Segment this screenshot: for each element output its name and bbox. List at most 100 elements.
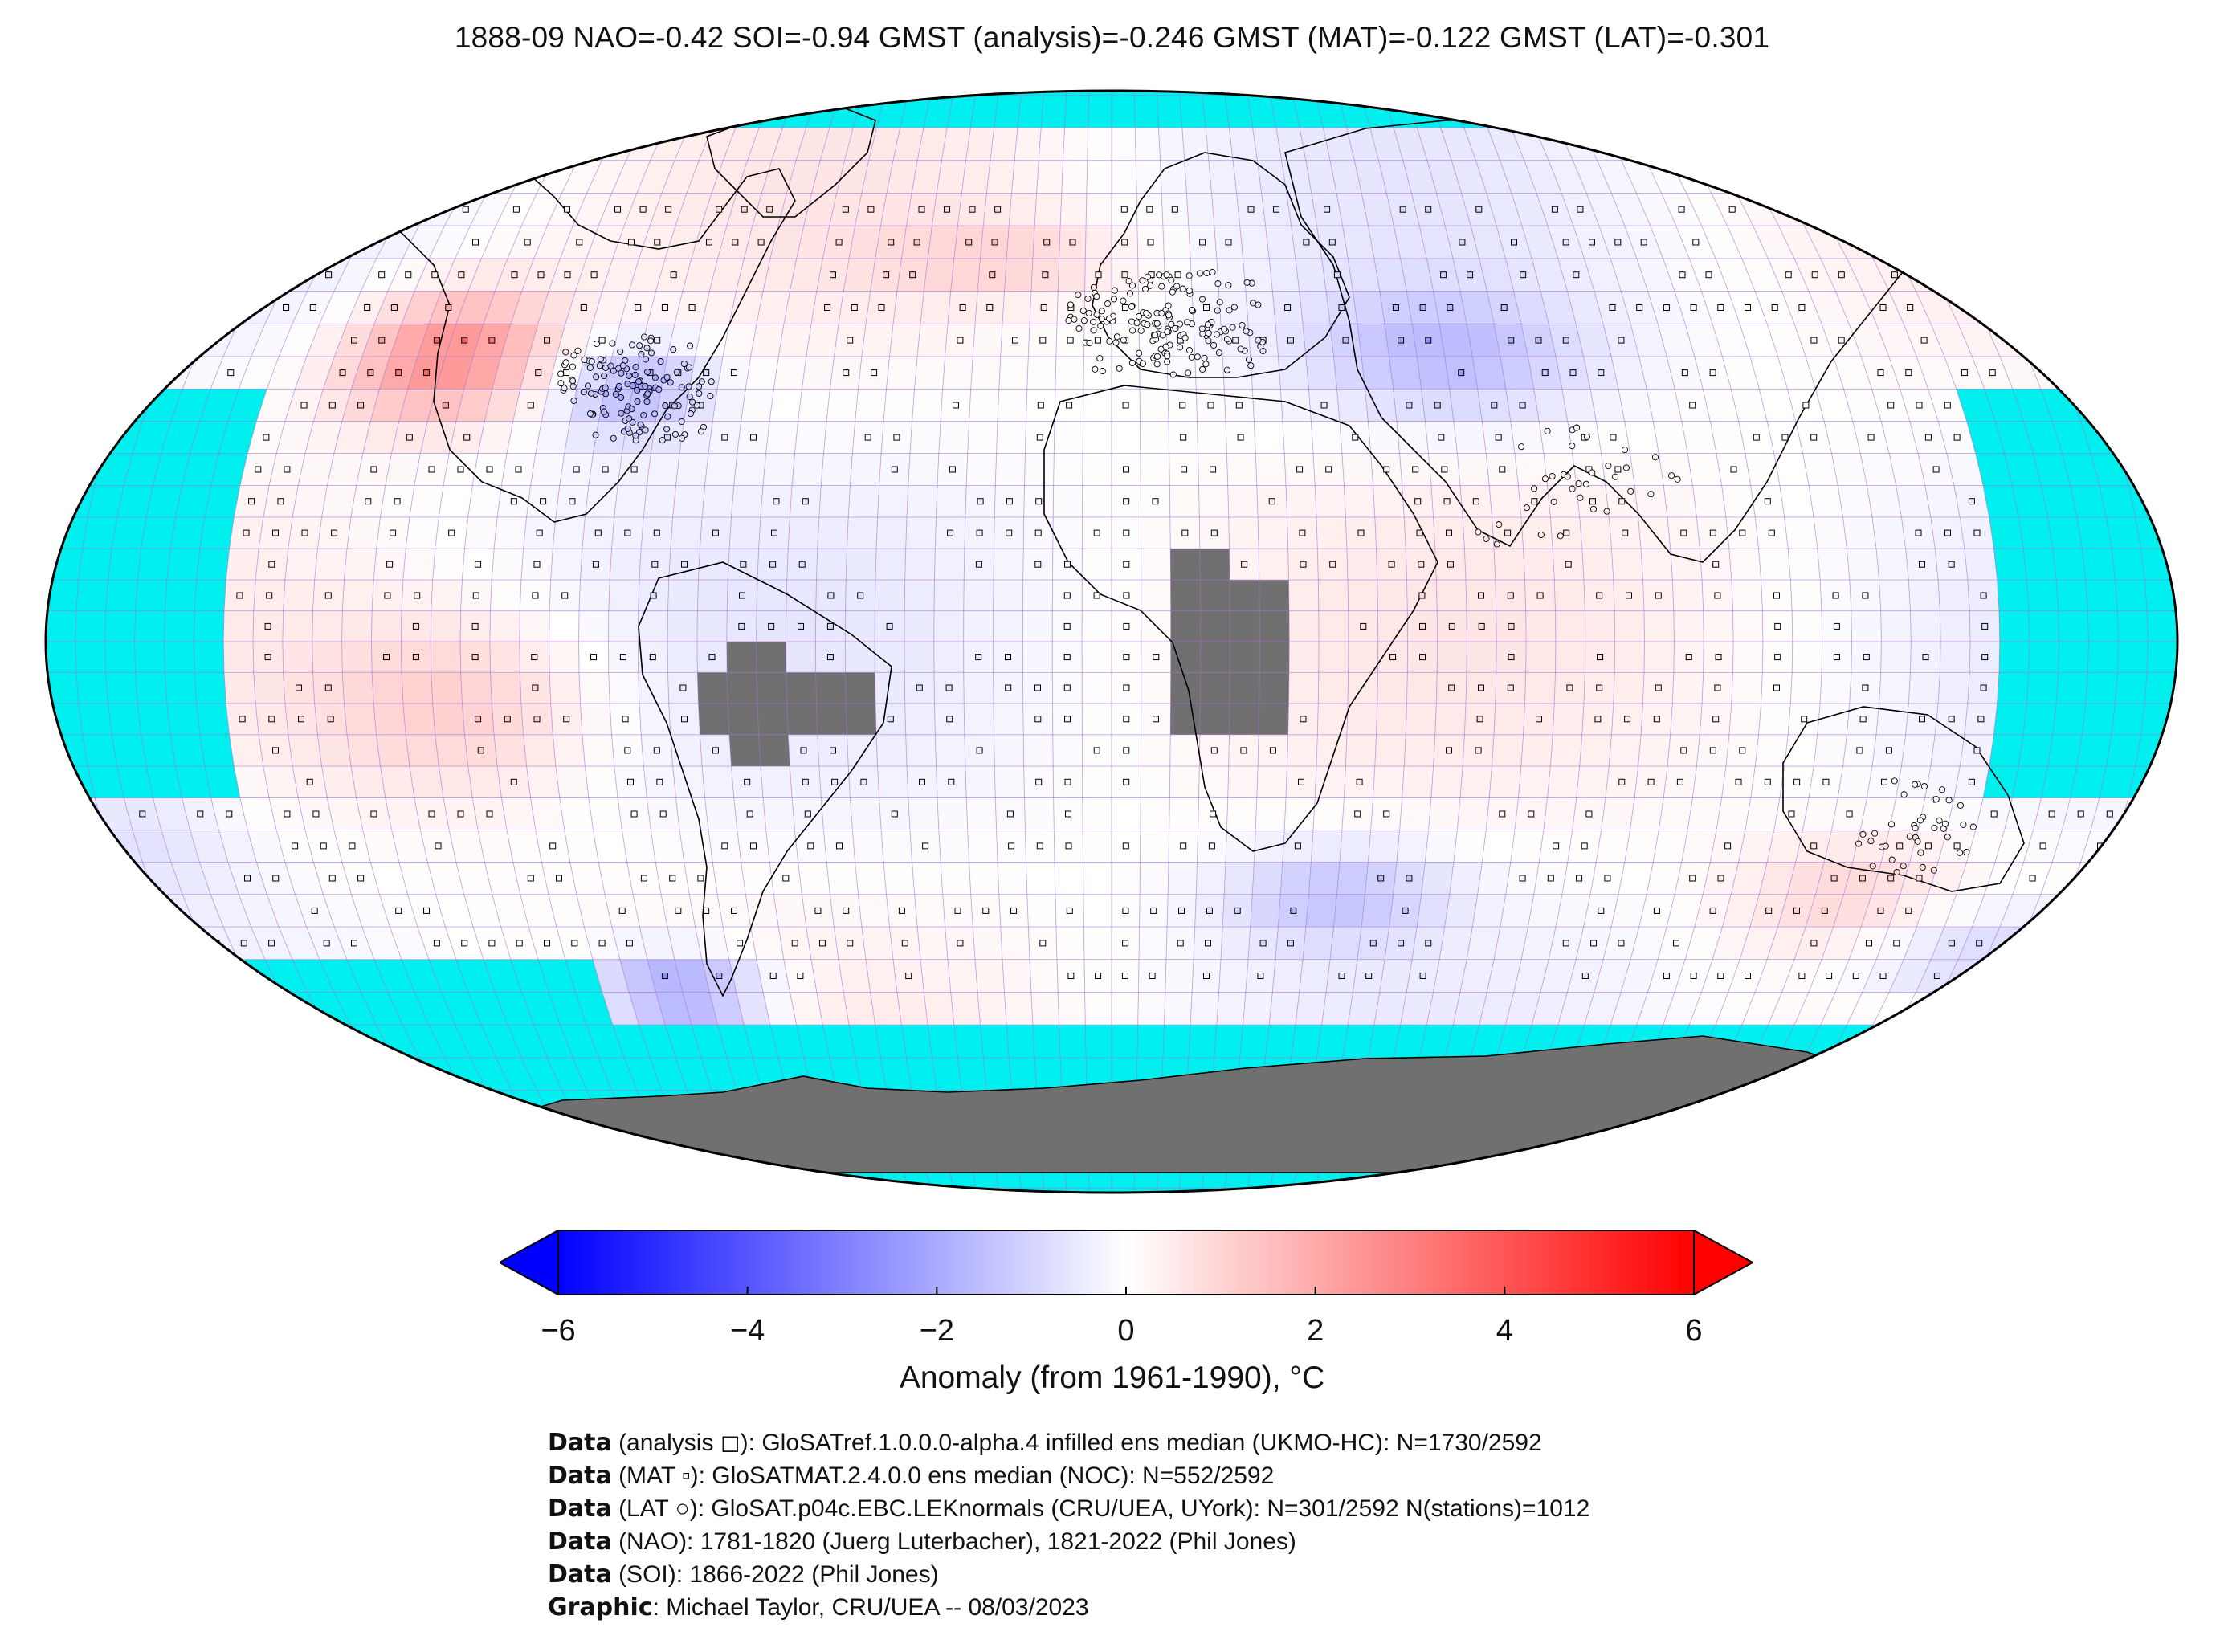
grid-cell [598,862,633,895]
grid-cell [1539,421,1573,454]
grid-cell [639,927,675,960]
analysis-marker [661,304,668,311]
analysis-marker [316,239,324,246]
grid-cell [1830,91,1883,96]
analysis-marker [1576,875,1583,882]
station-marker [601,372,608,380]
grid-cell [1843,389,1882,422]
grid-cell [1259,580,1289,611]
analysis-marker [624,747,631,754]
analysis-marker [1551,206,1558,213]
grid-cell [796,128,830,161]
grid-cell [1911,1123,1961,1156]
grid-cell [788,516,819,549]
analysis-marker [1180,434,1187,441]
longitude-line [1242,91,1290,1193]
longitude-line [1438,91,1557,1193]
station-marker [1493,540,1500,548]
grid-cell [390,324,429,357]
grid-cell [1453,830,1487,863]
analysis-marker [1920,337,1928,344]
grid-cell [1802,797,1838,830]
longitude-line [312,91,524,1193]
station-marker [1116,365,1123,372]
grid-cell [635,1188,676,1193]
analysis-marker [731,907,737,914]
analysis-marker [697,875,704,882]
grid-cell [975,959,1005,993]
analysis-marker [472,592,479,599]
grid-cell [1486,193,1522,226]
analysis-marker [264,654,271,661]
analysis-marker [1447,304,1454,311]
grid-cell [1354,160,1387,194]
grid-cell [1911,1057,1958,1091]
station-marker [1143,309,1150,316]
grid-cell [1888,1090,1936,1124]
station-marker [696,383,703,390]
station-marker [574,347,582,354]
analysis-marker [614,206,621,213]
grid-cell [271,1025,316,1058]
grid-cell [1402,160,1437,194]
grid-cell [1864,1090,1912,1124]
grid-cell [1701,1155,1747,1189]
grid-cell [1339,830,1371,863]
credit-line: Data (NAO): 1781-1820 (Juerg Luterbacher… [548,1528,1296,1556]
grid-cell [862,91,894,96]
analysis-marker [1977,716,1985,723]
grid-cell [1162,226,1191,259]
grid-cell [166,549,200,581]
grid-cell [1678,1188,1724,1193]
grid-cell [877,766,908,798]
analysis-marker [804,810,811,818]
analysis-marker [818,940,826,947]
analysis-marker [847,940,854,947]
grid-cell [1006,226,1035,259]
station-marker [687,410,694,418]
station-marker [1164,328,1171,336]
grid-cell [1230,580,1260,611]
grid-cell [1728,703,1761,735]
grid-cell [1681,830,1716,863]
analysis-marker [1961,369,1968,377]
analysis-marker [650,592,657,599]
grid-cell [1997,672,2029,704]
grid-cell [1678,91,1724,96]
station-marker [607,362,614,369]
grid-cell [321,485,357,517]
grid-cell [2067,927,2112,960]
grid-cell [629,258,666,292]
grid-cell [1765,1188,1815,1193]
analysis-marker [1153,716,1159,723]
station-marker [1120,337,1127,344]
grid-cell [1286,485,1316,517]
station-marker [1573,424,1581,431]
colorbar-bar [500,1230,1753,1295]
grid-cell [1496,95,1535,128]
grid-cell [1989,734,2024,767]
analysis-marker [1822,778,1830,785]
analysis-marker [580,304,587,311]
grid-cell [1794,992,1836,1026]
grid-cell [1305,160,1337,194]
grid-cell [47,580,79,611]
analysis-marker [1067,337,1074,344]
analysis-marker [901,940,908,947]
colorbar [500,1230,1753,1295]
station-marker [662,402,669,410]
grid-cell [614,485,647,517]
grid-cell [2062,453,2100,486]
grid-cell [317,734,351,767]
station-marker [1185,369,1192,377]
grid-cell [1141,516,1171,549]
grid-cell [2023,703,2057,735]
analysis-marker [598,337,606,344]
grid-cell [1716,797,1751,830]
grid-cell [593,830,627,863]
analysis-marker [659,810,667,818]
grid-cell [211,160,263,194]
grid-cell [489,610,520,642]
analysis-marker [1241,561,1248,568]
grid-cell [463,356,501,390]
